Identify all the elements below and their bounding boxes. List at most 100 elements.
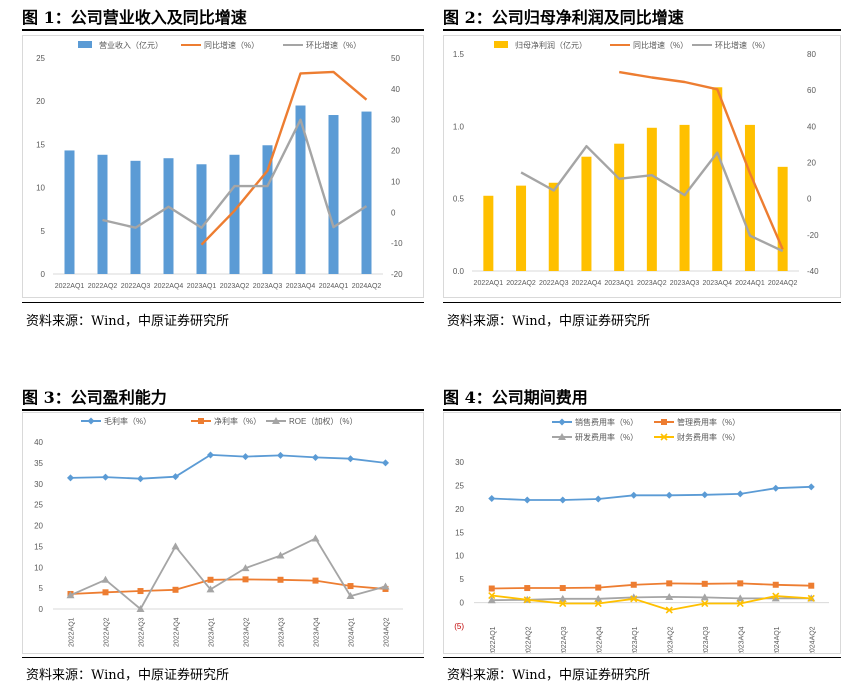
data-point — [808, 582, 815, 589]
y-tick-label: 30 — [34, 480, 43, 489]
bar — [163, 158, 174, 274]
chart-3-svg: 毛利率（%） 净利率（%） ROE（加权）（%） 0 5 10 15 20 25 30 35 40 20… — [34, 416, 403, 647]
data-point — [737, 580, 744, 587]
y-tick-label: 5 — [39, 584, 44, 593]
bar — [581, 156, 592, 271]
x-tick-label: 2022AQ2 — [525, 626, 532, 653]
data-point — [381, 582, 390, 590]
data-point — [558, 433, 566, 440]
data-point — [736, 594, 745, 602]
data-point — [630, 491, 638, 499]
x-tick-label: 2022AQ4 — [596, 626, 603, 653]
data-point — [312, 453, 319, 461]
series-line — [70, 537, 386, 610]
data-point — [347, 455, 354, 463]
y2-tick-label: 10 — [391, 177, 400, 186]
y2-tick-label: -40 — [807, 267, 819, 276]
y-tick-label: 25 — [36, 54, 45, 63]
data-point — [136, 605, 145, 612]
divider — [22, 302, 424, 303]
divider — [22, 657, 424, 658]
chart-title: 图 3：公司盈利能力 — [22, 385, 424, 411]
data-point — [559, 599, 567, 608]
y-tick-label: 0 — [460, 599, 465, 608]
legend-label: 毛利率（%） — [104, 416, 151, 426]
x-tick-label: 2022AQ2 — [104, 617, 111, 647]
x-tick-label: 2024AQ1 — [735, 280, 765, 287]
y2-tick-label: -20 — [391, 270, 403, 279]
data-point — [312, 577, 319, 584]
data-point — [488, 495, 496, 503]
bar — [679, 124, 690, 272]
data-point — [630, 595, 638, 603]
y2-tick-label: -10 — [391, 239, 403, 248]
x-tick-label: 2024AQ2 — [384, 617, 391, 647]
x-tick-label: 2022AQ1 — [69, 617, 76, 647]
legend-label: 营业收入（亿元） — [99, 40, 163, 50]
y-tick-label: 35 — [34, 459, 43, 468]
data-point — [172, 473, 179, 481]
data-point — [665, 491, 673, 499]
x-tick-label: 2023AQ4 — [314, 617, 321, 647]
series-line — [491, 582, 812, 590]
y-tick-label: 10 — [455, 552, 464, 561]
data-point — [102, 589, 109, 596]
x-tick-label: 2023AQ3 — [253, 283, 283, 290]
x-tick-label: 2022AQ4 — [572, 280, 602, 287]
x-tick-label: 2023AQ4 — [738, 626, 745, 653]
data-point — [242, 576, 249, 583]
y2-tick-label: 80 — [807, 50, 816, 59]
y-tick-label: 15 — [34, 542, 43, 551]
x-tick-label: 2024AQ1 — [349, 617, 356, 647]
data-point — [736, 599, 744, 608]
chart-frame: 毛利率（%） 净利率（%） ROE（加权）（%） 0 5 10 15 20 25 30 35 40 20… — [22, 412, 424, 654]
legend-label: 财务费用率（%） — [677, 432, 740, 442]
data-point — [736, 490, 744, 498]
divider — [443, 302, 841, 303]
bar — [64, 150, 75, 274]
x-tick-label: 2024AQ1 — [774, 626, 781, 653]
data-point — [701, 491, 709, 499]
chart-4-svg: 销售费用率（%） 管理费用率（%） 研发费用率（%） 财务费用率（%） (5) 0 5 10 1… — [454, 417, 829, 653]
bar — [614, 143, 625, 271]
data-point — [488, 585, 495, 592]
bar — [712, 87, 723, 271]
data-point — [241, 564, 250, 572]
legend-label: 销售费用率（%） — [575, 417, 638, 427]
y-tick-label: 25 — [34, 501, 43, 510]
data-point — [242, 453, 249, 461]
data-point — [101, 575, 110, 583]
data-point — [523, 496, 531, 504]
x-tick-label: 2023AQ1 — [632, 626, 639, 653]
data-point — [311, 534, 320, 542]
chart-title: 图 4：公司期间费用 — [443, 385, 841, 411]
series-line — [520, 145, 784, 253]
y-tick-label: 5 — [460, 575, 465, 584]
data-point — [807, 594, 815, 602]
data-point — [559, 496, 567, 504]
x-tick-label: 2023AQ2 — [220, 283, 250, 290]
legend-swatch — [494, 41, 508, 48]
y2-tick-label: -20 — [807, 231, 819, 240]
x-tick-label: 2023AQ3 — [670, 280, 700, 287]
x-tick-label: 2024AQ2 — [809, 626, 816, 653]
data-point — [701, 580, 708, 587]
bar — [361, 111, 372, 275]
data-point — [272, 417, 280, 424]
legend-label: 同比增速（%） — [204, 40, 259, 50]
series-line — [70, 578, 386, 595]
data-point — [772, 484, 780, 492]
bar — [328, 115, 339, 274]
data-point — [524, 585, 531, 592]
y-tick-label: 5 — [41, 227, 46, 236]
data-point — [661, 419, 667, 425]
x-tick-label: 2023AQ1 — [604, 280, 634, 287]
chart-frame: 销售费用率（%） 管理费用率（%） 研发费用率（%） 财务费用率（%） (5) 0 5 10 1… — [443, 412, 841, 654]
data-point — [277, 576, 284, 583]
chart-title: 图 2：公司归母净利润及同比增速 — [443, 5, 841, 31]
data-point — [772, 581, 779, 588]
y2-tick-label: 0 — [807, 195, 812, 204]
data-point — [594, 495, 602, 503]
x-tick-label: 2023AQ4 — [702, 280, 732, 287]
x-tick-label: 2022AQ4 — [154, 283, 184, 290]
